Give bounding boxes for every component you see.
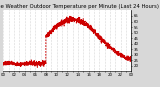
Title: Milwaukee Weather Outdoor Temperature per Minute (Last 24 Hours): Milwaukee Weather Outdoor Temperature pe… [0, 4, 159, 9]
